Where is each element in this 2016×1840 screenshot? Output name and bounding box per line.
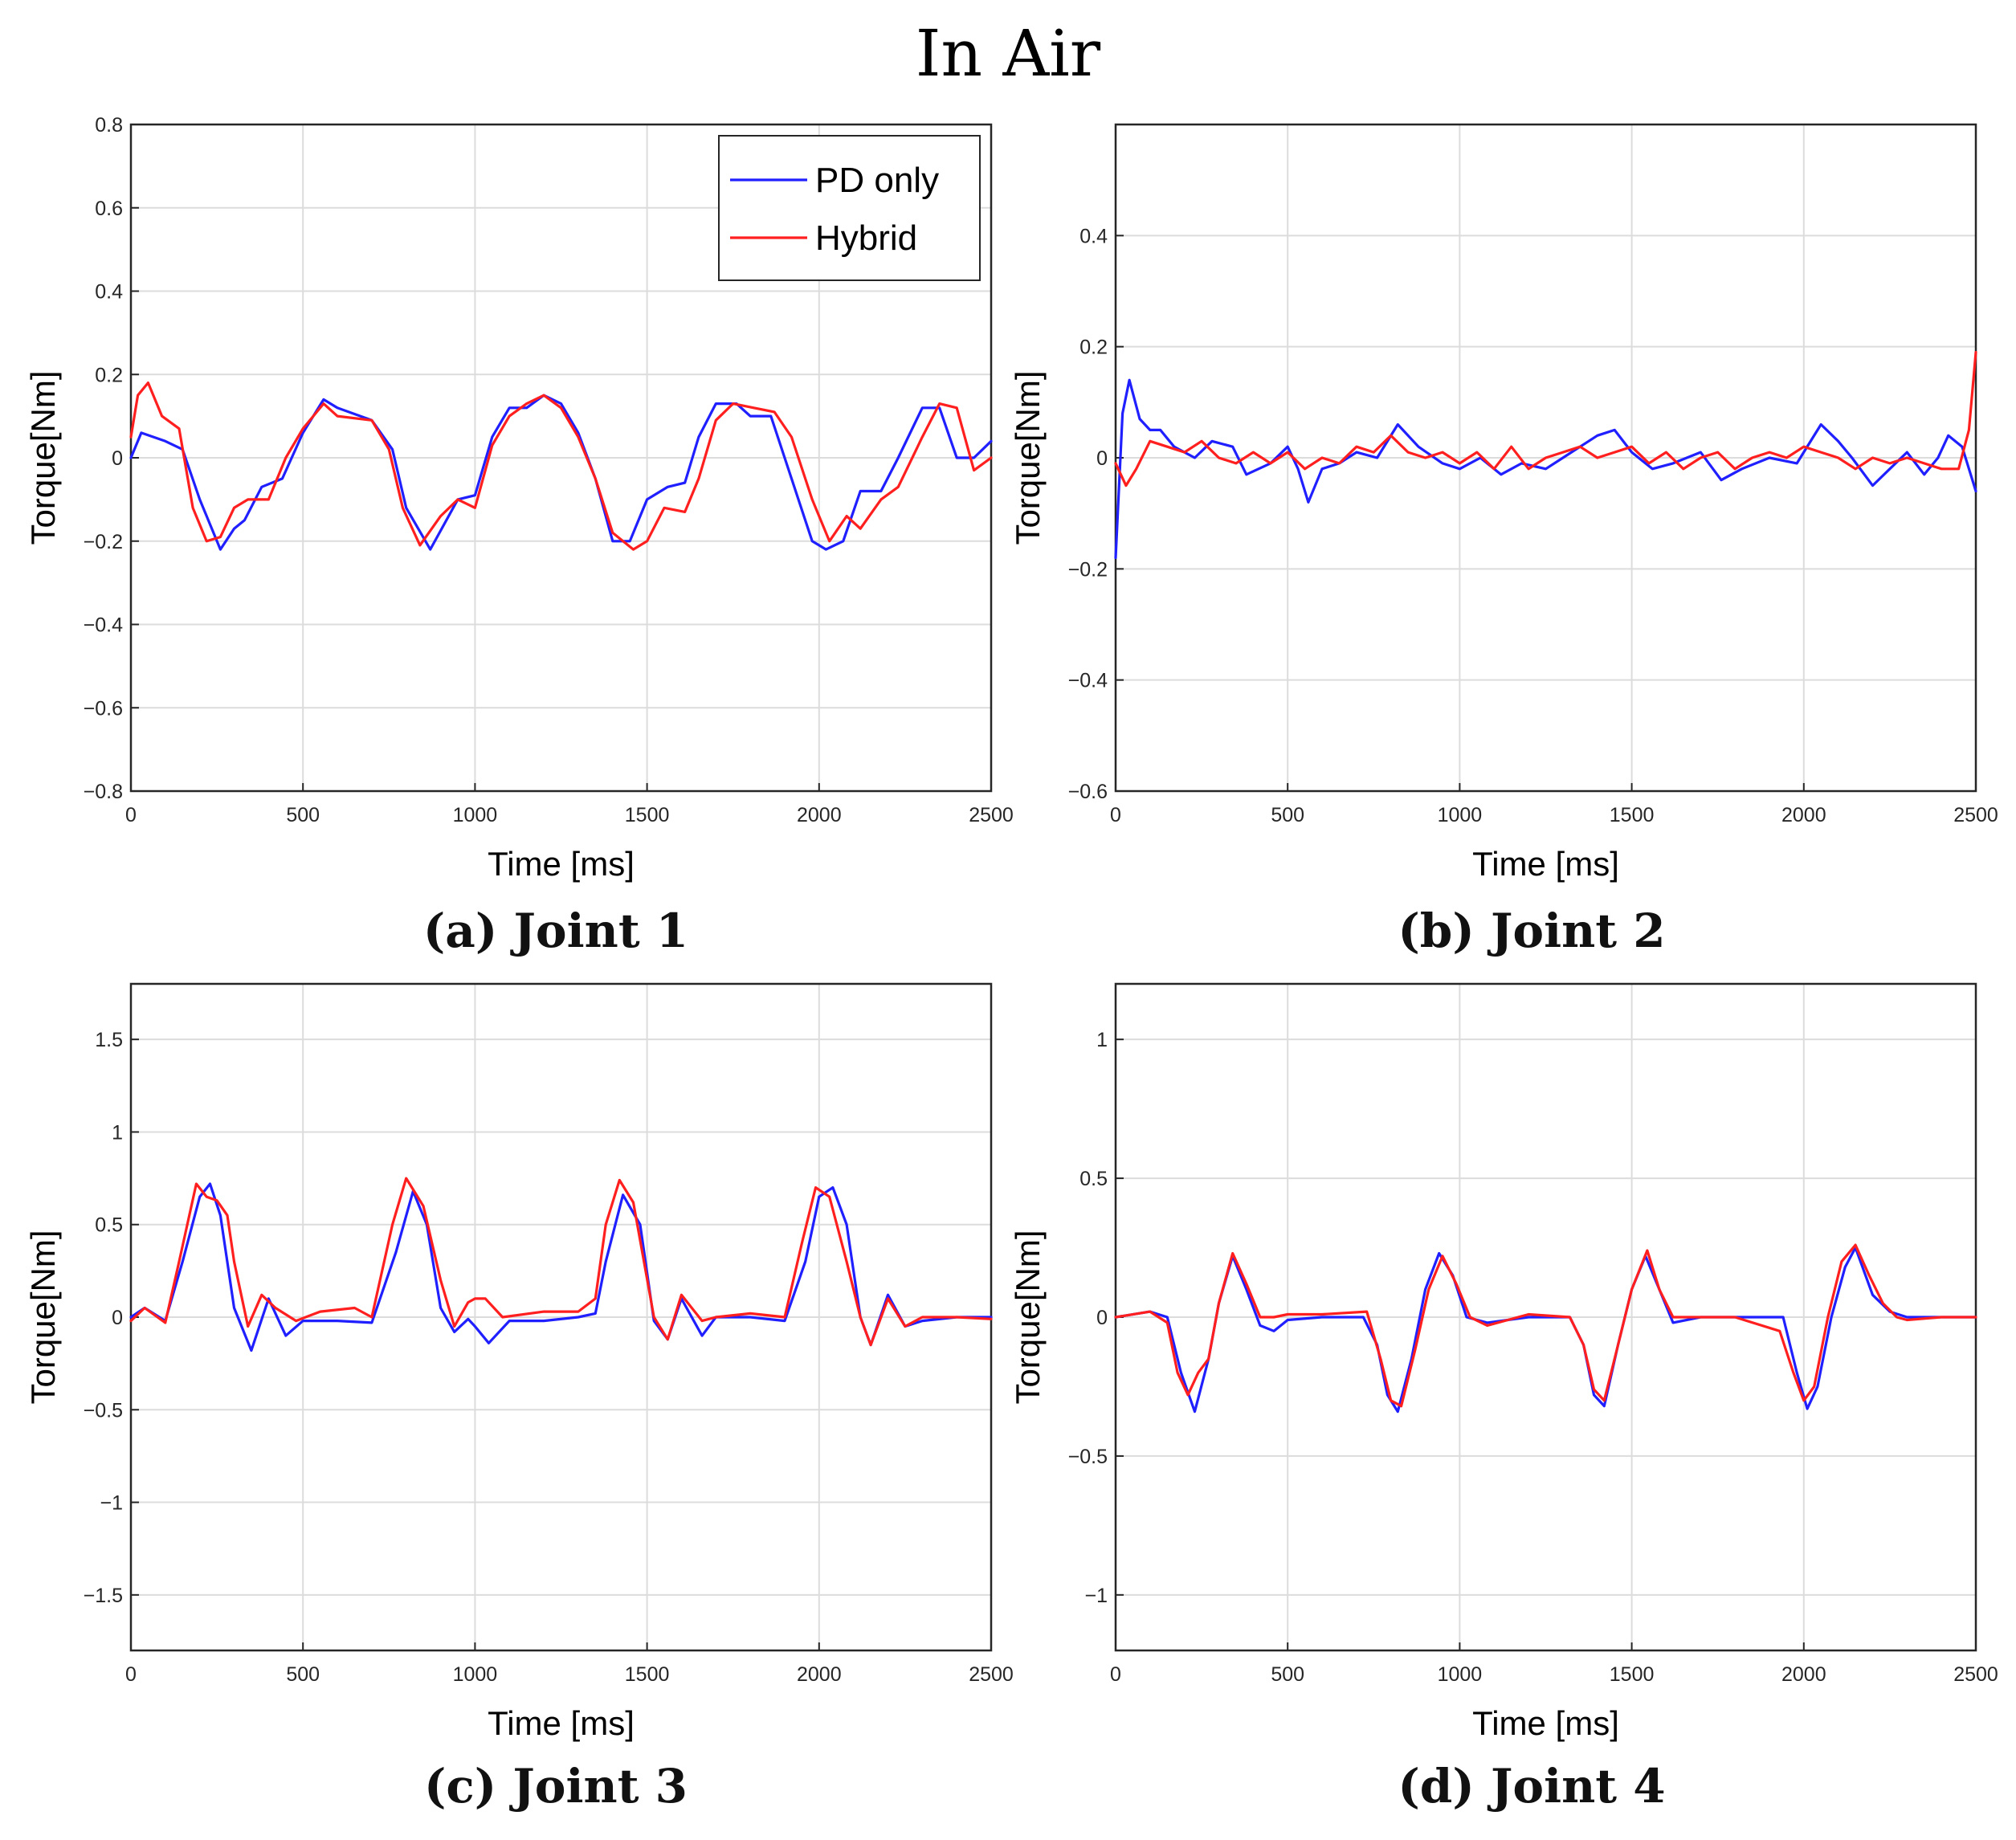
x-tick-label: 1500 xyxy=(1610,1663,1655,1686)
y-tick-label: 0 xyxy=(112,447,123,470)
x-tick-label: 500 xyxy=(1271,1663,1304,1686)
legend-label-pd-only: PD only xyxy=(815,161,939,200)
y-tick-label: 0.4 xyxy=(95,281,123,304)
y-tick-label: −0.2 xyxy=(84,531,123,553)
y-axis-label: Torque[Nm] xyxy=(24,1230,62,1404)
series-line-pd-only xyxy=(1114,1246,1977,1414)
x-tick-label: 1000 xyxy=(453,804,498,826)
y-tick-label: −0.6 xyxy=(84,697,123,720)
y-tick-label: 0.2 xyxy=(1079,337,1108,359)
x-tick-label: 2500 xyxy=(1953,1663,1998,1686)
caption-joint-3: (c) Joint 3 xyxy=(423,1759,688,1813)
series-line-pd-only xyxy=(1114,378,1977,560)
series-line-pd-only xyxy=(129,1182,993,1352)
series-line-hybrid xyxy=(129,1177,993,1347)
caption-joint-4: (d) Joint 4 xyxy=(1398,1759,1666,1813)
x-tick-label: 2000 xyxy=(1781,804,1826,826)
y-tick-label: −0.4 xyxy=(84,614,123,637)
x-axis-label: Time [ms] xyxy=(488,845,635,883)
legend-box xyxy=(718,135,981,281)
y-tick-label: 0 xyxy=(1096,1307,1108,1329)
y-tick-label: −0.6 xyxy=(1068,781,1108,803)
caption-joint-2: (b) Joint 2 xyxy=(1398,904,1666,958)
x-tick-label: 500 xyxy=(286,804,320,826)
x-tick-label: 1000 xyxy=(453,1663,498,1686)
y-tick-label: −0.5 xyxy=(84,1399,123,1422)
y-tick-label: 1 xyxy=(1096,1029,1108,1051)
x-tick-label: 2500 xyxy=(969,1663,1014,1686)
caption-joint-1: (a) Joint 1 xyxy=(422,904,689,958)
y-tick-label: −0.2 xyxy=(1068,558,1108,581)
x-tick-label: 2500 xyxy=(969,804,1014,826)
series-line-hybrid xyxy=(129,381,993,551)
x-tick-label: 1500 xyxy=(625,1663,670,1686)
y-tick-label: 0.8 xyxy=(95,114,123,137)
x-tick-label: 500 xyxy=(286,1663,320,1686)
x-tick-label: 1000 xyxy=(1438,1663,1483,1686)
y-tick-label: 0.5 xyxy=(95,1214,123,1237)
y-tick-label: 0 xyxy=(1096,447,1108,470)
y-axis-label: Torque[Nm] xyxy=(24,370,62,545)
y-tick-label: 0.6 xyxy=(95,198,123,220)
y-tick-label: 0.2 xyxy=(95,364,123,386)
y-tick-label: 1.5 xyxy=(95,1029,123,1051)
series-line-hybrid xyxy=(1114,1243,1977,1408)
legend-label-hybrid: Hybrid xyxy=(815,218,917,258)
x-tick-label: 2500 xyxy=(1953,804,1998,826)
x-tick-label: 0 xyxy=(1110,1663,1121,1686)
x-tick-label: 1500 xyxy=(1610,804,1655,826)
joint-3-chart: 0 500 1000 1500 2000 2500 −1.5 −1 −0.5 0 0.5 1 1.5 Ti… xyxy=(24,982,1014,1742)
x-tick-label: 0 xyxy=(125,804,137,826)
y-axis-label: Torque[Nm] xyxy=(1009,370,1047,545)
x-axis-label: Time [ms] xyxy=(1472,1704,1619,1742)
y-tick-label: 1 xyxy=(112,1121,123,1144)
x-axis-label: Time [ms] xyxy=(1472,845,1619,883)
series-line-pd-only xyxy=(129,394,993,551)
y-tick-label: −0.5 xyxy=(1068,1446,1108,1468)
x-tick-label: 2000 xyxy=(797,1663,842,1686)
y-tick-label: −1.5 xyxy=(84,1585,123,1607)
y-tick-label: −1 xyxy=(100,1492,123,1515)
x-tick-label: 1500 xyxy=(625,804,670,826)
y-tick-label: 0 xyxy=(112,1307,123,1329)
series-line-hybrid xyxy=(1114,351,1977,488)
y-tick-label: −0.8 xyxy=(84,781,123,803)
y-tick-label: 0.5 xyxy=(1079,1168,1108,1190)
y-tick-label: −0.4 xyxy=(1068,670,1108,692)
joint-1-chart: 0 500 1000 1500 2000 2500 −0.8 −0.6 −0.4 −0.2 0 0.2… xyxy=(24,114,1014,883)
legend: PD only Hybrid xyxy=(718,135,981,281)
joint-2-chart: 0 500 1000 1500 2000 2500 −0.6 −0.4 −0.2 0 0.2 0.4 T… xyxy=(1009,123,1998,883)
joint-4-chart: 0 500 1000 1500 2000 2500 −1 −0.5 0 0.5 1 Time [ms]… xyxy=(1009,982,1998,1742)
y-tick-label: 0.4 xyxy=(1079,225,1108,247)
x-tick-label: 2000 xyxy=(1781,1663,1826,1686)
x-tick-label: 2000 xyxy=(797,804,842,826)
x-tick-label: 1000 xyxy=(1438,804,1483,826)
y-axis-label: Torque[Nm] xyxy=(1009,1230,1047,1404)
x-tick-label: 0 xyxy=(1110,804,1121,826)
figure-title: In Air xyxy=(915,16,1101,91)
x-axis-label: Time [ms] xyxy=(488,1704,635,1742)
x-tick-label: 0 xyxy=(125,1663,137,1686)
y-tick-label: −1 xyxy=(1084,1585,1108,1607)
x-tick-label: 500 xyxy=(1271,804,1304,826)
